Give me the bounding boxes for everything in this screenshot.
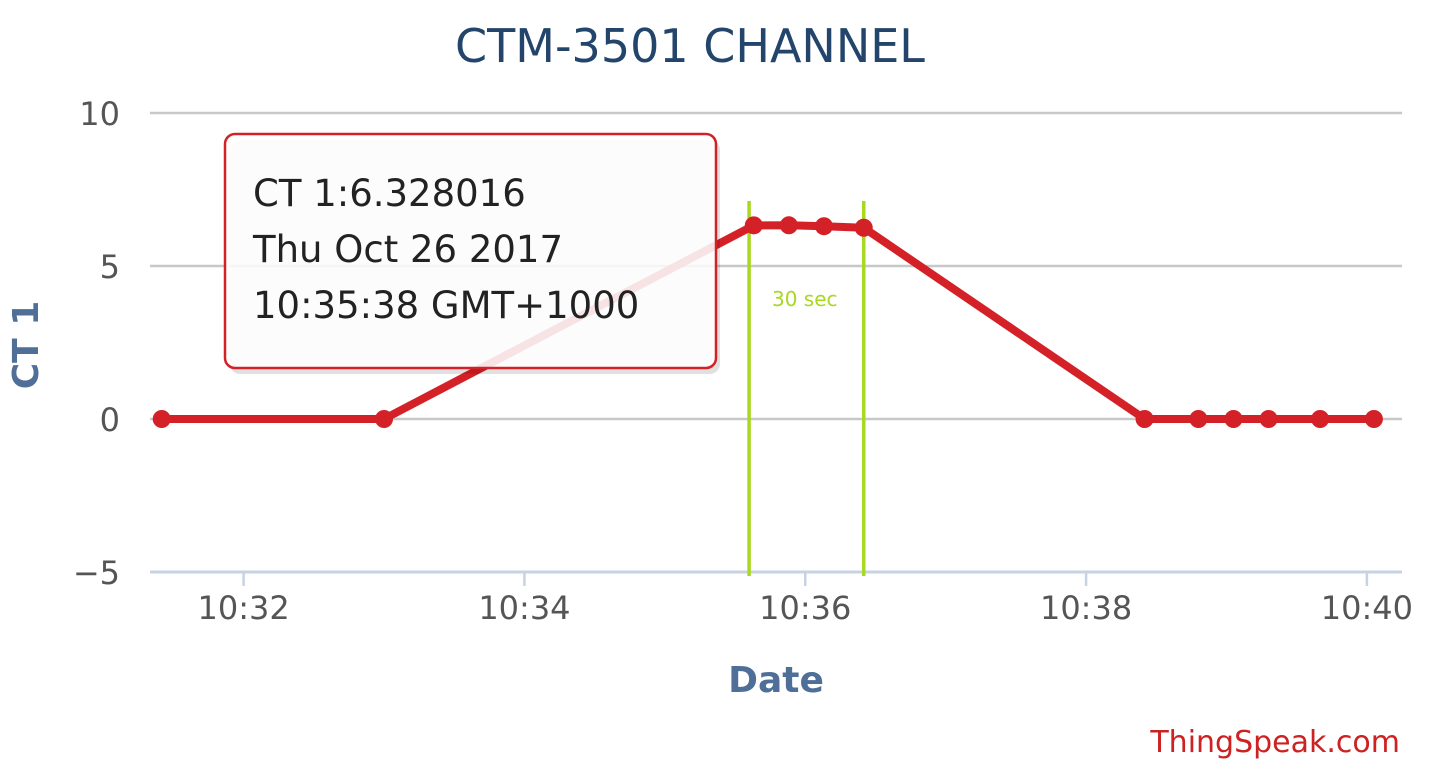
x-tick-label: 10:38 [1040, 589, 1132, 627]
y-tick-label: 10 [79, 95, 120, 133]
data-point[interactable] [779, 216, 798, 235]
y-tick-label: −5 [73, 554, 120, 592]
data-point[interactable] [152, 410, 171, 428]
credit-link[interactable]: ThingSpeak.com [1149, 725, 1400, 760]
x-axis: 10:32 10:34 10:36 10:38 10:40 [197, 572, 1413, 627]
data-point[interactable] [1224, 410, 1243, 428]
data-point[interactable] [1135, 410, 1154, 428]
data-point[interactable] [744, 216, 763, 235]
y-tick-label: 5 [100, 248, 120, 286]
y-axis-title: CT 1 [6, 301, 47, 390]
x-axis-title: Date [728, 660, 824, 701]
tooltip-time: 10:35:38 GMT+1000 [253, 284, 639, 327]
y-tick-label: 0 [100, 401, 120, 439]
chart-title: CTM-3501 CHANNEL [455, 19, 925, 73]
data-point[interactable] [1364, 410, 1383, 428]
data-point[interactable] [814, 217, 833, 236]
data-point[interactable] [1259, 410, 1278, 428]
interval-markers [747, 201, 866, 576]
x-tick-label: 10:34 [478, 589, 570, 627]
x-tick-label: 10:40 [1321, 589, 1413, 627]
data-point[interactable] [854, 218, 873, 237]
x-tick-label: 10:36 [759, 589, 851, 627]
tooltip-box [223, 132, 718, 370]
interval-annotation: 30 sec [772, 287, 838, 311]
tooltip-value: CT 1:6.328016 [253, 172, 526, 215]
tooltip-date: Thu Oct 26 2017 [252, 228, 563, 271]
data-point[interactable] [375, 410, 394, 428]
y-axis-ticks: 10 5 0 −5 [73, 95, 120, 592]
tooltip: CT 1:6.328016 Thu Oct 26 2017 10:35:38 G… [223, 132, 720, 374]
data-point[interactable] [1311, 410, 1330, 428]
data-point[interactable] [1189, 410, 1208, 428]
x-tick-label: 10:32 [197, 589, 289, 627]
